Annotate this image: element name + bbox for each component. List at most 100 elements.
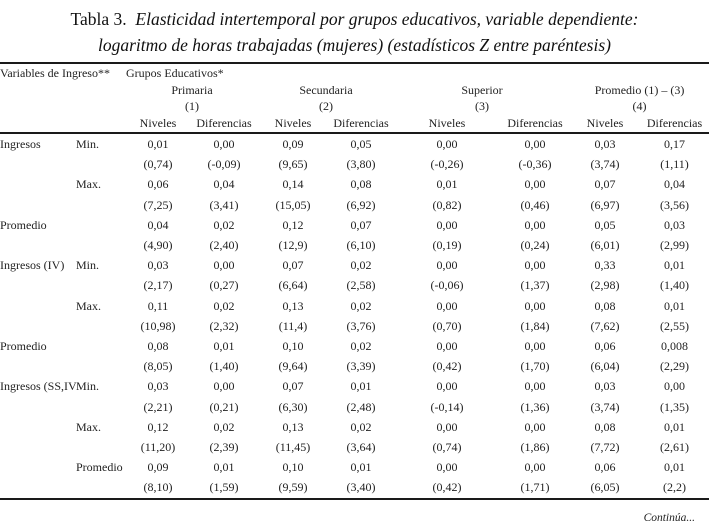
group-name-primaria: Primaria <box>171 83 213 97</box>
cell-zstat: (3,41) <box>209 197 239 212</box>
cell-value: 0,06 <box>594 339 616 354</box>
corner-label: Variables de Ingreso** <box>0 66 110 80</box>
cell-value: 0,00 <box>524 217 546 232</box>
cell-zstat: (6,05) <box>590 480 620 495</box>
cell-value: 0,08 <box>147 339 169 354</box>
cell-value: 0,04 <box>147 217 169 232</box>
cell-zstat: (2,48) <box>346 399 376 414</box>
cell-zstat: (0,42) <box>432 480 462 495</box>
cell-zstat: (-0,06) <box>430 278 464 293</box>
group-name-secundaria: Secundaria <box>299 83 353 97</box>
cell-value: 0,13 <box>282 419 304 434</box>
cell-value: 0,00 <box>436 339 458 354</box>
subheader-diferencias: Diferencias <box>196 116 252 130</box>
zstat-row: (4,90) (2,40) (12,9) (6,10) (0,19) (0,24) (6,0… <box>0 235 709 255</box>
subheader-diferencias: Diferencias <box>646 116 703 130</box>
cell-value: 0,00 <box>213 258 235 273</box>
value-row: Promedio 0,04 0,02 0,12 0,07 0,00 0,00 0,05 0,03 <box>0 215 709 235</box>
cell-zstat: (0,74) <box>143 157 173 172</box>
row-group-label-empty <box>0 437 76 457</box>
value-row: Max. 0,11 0,02 0,13 0,02 0,00 0,00 0,08 0,01 <box>0 296 709 316</box>
cell-value: 0,12 <box>282 217 304 232</box>
row-group-label <box>0 296 76 316</box>
value-row: Ingresos (IV) Min. 0,03 0,00 0,07 0,02 0,00 0,0… <box>0 255 709 275</box>
row-sub-label-empty <box>76 316 126 336</box>
value-row: Promedio 0,09 0,01 0,10 0,01 0,00 0,00 0,06 0,01 <box>0 457 709 477</box>
cell-zstat: (2,2) <box>663 480 687 495</box>
cell-zstat: (2,61) <box>660 440 690 455</box>
row-sub-label: Min. <box>76 137 100 151</box>
cell-value: 0,09 <box>147 460 169 475</box>
cell-zstat: (1,59) <box>209 480 239 495</box>
group-number-2: (2) <box>319 99 333 113</box>
cell-value: 0,00 <box>524 460 546 475</box>
cell-zstat: (6,04) <box>590 359 620 374</box>
row-group-label-empty <box>0 356 76 376</box>
row-group-label <box>0 457 76 477</box>
cell-value: 0,00 <box>524 298 546 313</box>
cell-value: 0,14 <box>282 177 304 192</box>
cell-value: 0,01 <box>436 177 458 192</box>
cell-zstat: (6,30) <box>278 399 308 414</box>
cell-zstat: (-0,14) <box>430 399 464 414</box>
cell-value: 0,00 <box>524 339 546 354</box>
cell-value: 0,03 <box>147 379 169 394</box>
cell-zstat: (7,72) <box>590 440 620 455</box>
cell-value: 0,02 <box>213 217 235 232</box>
row-group-label: Ingresos <box>0 137 41 151</box>
header-row-2: Primaria Secundaria Superior Promedio (1… <box>0 82 709 99</box>
row-group-label-empty <box>0 275 76 295</box>
cell-zstat: (8,05) <box>143 359 173 374</box>
row-group-label-empty <box>0 397 76 417</box>
cell-zstat: (2,99) <box>660 238 690 253</box>
cell-value: 0,01 <box>213 339 235 354</box>
zstat-row: (10,98) (2,32) (11,4) (3,76) (0,70) (1,84) (7,… <box>0 316 709 336</box>
zstat-row: (2,17) (0,27) (6,64) (2,58) (-0,06) (1,37) (2,… <box>0 275 709 295</box>
header-row-3: (1) (2) (3) (4) <box>0 99 709 114</box>
cell-value: 0,05 <box>594 217 616 232</box>
subheader-diferencias: Diferencias <box>333 116 389 130</box>
cell-value: 0,03 <box>664 217 686 232</box>
row-group-label-empty <box>0 195 76 215</box>
cell-zstat: (6,64) <box>278 278 308 293</box>
subheader-diferencias: Diferencias <box>507 116 563 130</box>
zstat-row: (0,74) (-0,09) (9,65) (3,80) (-0,26) (-0,36) (… <box>0 154 709 174</box>
value-row: Max. 0,06 0,04 0,14 0,08 0,01 0,00 0,07 0,04 <box>0 174 709 194</box>
cell-value: 0,02 <box>350 298 372 313</box>
cell-value: 0,07 <box>282 258 304 273</box>
cell-value: 0,12 <box>147 419 169 434</box>
cell-value: 0,00 <box>436 217 458 232</box>
cell-zstat: (1,40) <box>209 359 239 374</box>
groups-header: Grupos Educativos* <box>126 66 224 80</box>
header-row-4: Niveles Diferencias Niveles Diferencias … <box>0 114 709 133</box>
cell-zstat: (2,32) <box>209 318 239 333</box>
row-sub-label-empty <box>76 235 126 255</box>
subheader-niveles: Niveles <box>139 116 177 130</box>
row-sub-label-empty <box>76 477 126 498</box>
cell-value: 0,00 <box>436 298 458 313</box>
cell-zstat: (9,59) <box>278 480 308 495</box>
cell-value: 0,00 <box>524 419 546 434</box>
cell-zstat: (0,19) <box>432 238 462 253</box>
title-line1: Elasticidad intertemporal por grupos edu… <box>135 9 639 29</box>
cell-zstat: (0,74) <box>432 440 462 455</box>
cell-value: 0,02 <box>213 419 235 434</box>
cell-zstat: (-0,26) <box>430 157 464 172</box>
subheader-niveles: Niveles <box>428 116 466 130</box>
cell-zstat: (1,40) <box>660 278 690 293</box>
cell-value: 0,06 <box>147 177 169 192</box>
cell-zstat: (3,56) <box>660 197 690 212</box>
cell-value: 0,01 <box>664 298 686 313</box>
cell-zstat: (2,98) <box>590 278 620 293</box>
group-number-4: (4) <box>632 99 647 113</box>
cell-zstat: (2,21) <box>143 399 173 414</box>
subheader-niveles: Niveles <box>586 116 624 130</box>
cell-zstat: (1,35) <box>660 399 690 414</box>
cell-value: 0,13 <box>282 298 304 313</box>
row-sub-label-empty <box>76 437 126 457</box>
cell-value: 0,09 <box>282 137 304 151</box>
cell-zstat: (0,21) <box>209 399 239 414</box>
cell-value: 0,08 <box>594 298 616 313</box>
cell-value: 0,00 <box>436 379 458 394</box>
cell-value: 0,06 <box>594 460 616 475</box>
